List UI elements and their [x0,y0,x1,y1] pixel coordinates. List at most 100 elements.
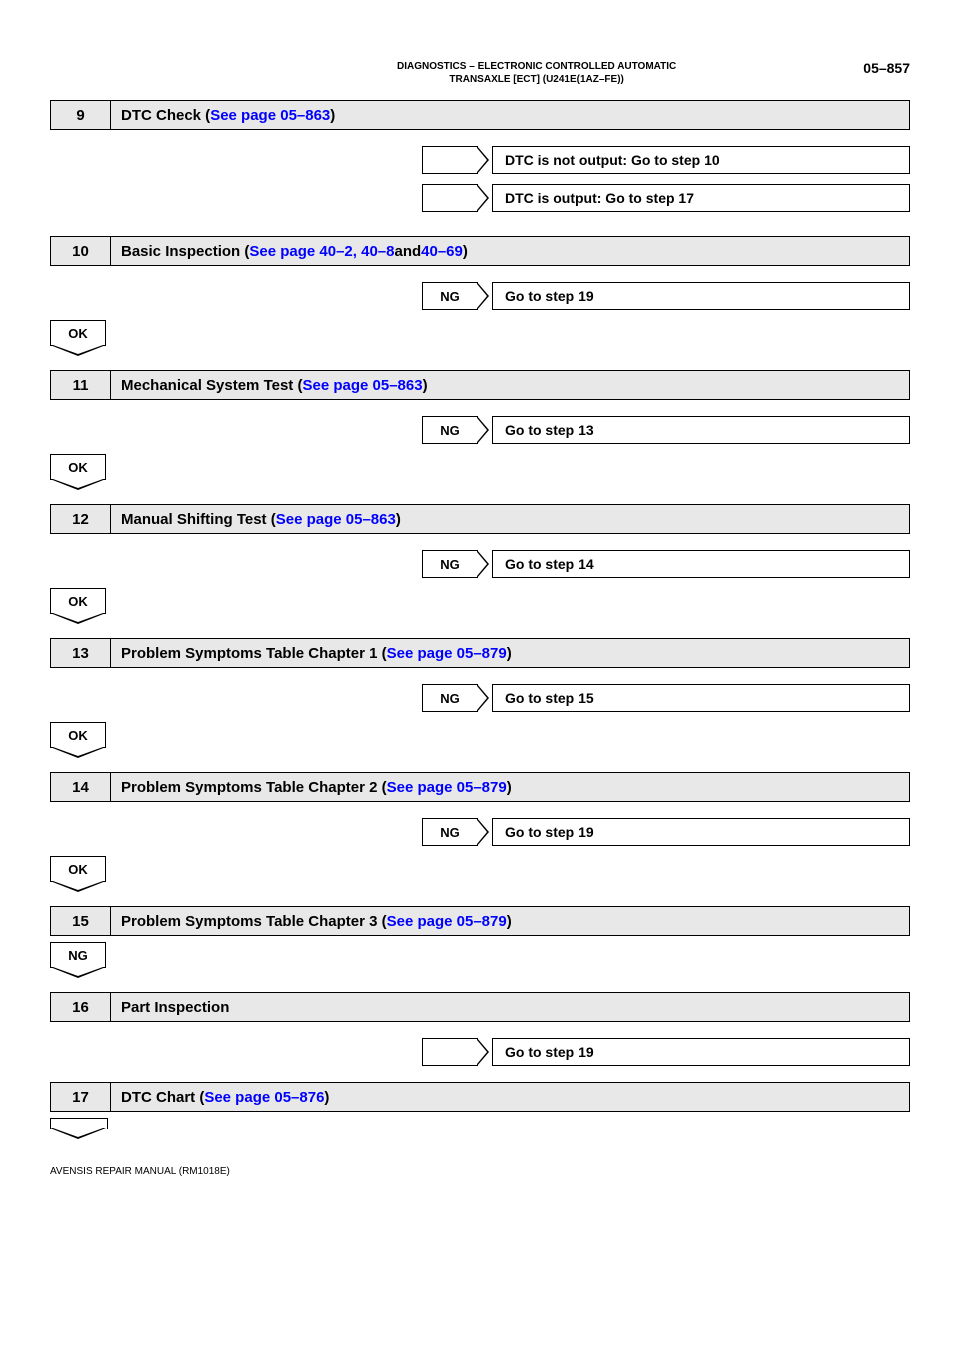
step-title-text: Problem Symptoms Table Chapter 2 ( [121,779,387,796]
arrow-right-icon [422,146,478,174]
step-number: 12 [51,505,111,533]
ng-badge: NG [422,416,478,444]
step-number: 13 [51,639,111,667]
step-row: 10Basic Inspection (See page 40–2, 40–8 … [50,236,910,266]
result-text: DTC is output: Go to step 17 [492,184,910,212]
result-text: Go to step 19 [492,1038,910,1066]
breadcrumb: DIAGNOSTICS – ELECTRONIC CONTROLLED AUTO… [50,60,863,86]
down-badge-row: OK [50,588,910,614]
page-link[interactable]: See page 05–879 [387,913,507,930]
ng-badge: NG [422,282,478,310]
step-title: DTC Chart (See page 05–876) [111,1083,909,1111]
down-badge-row: OK [50,856,910,882]
result-row: NG Go to step 15 [50,684,910,712]
ok-badge: OK [50,856,106,882]
step-title-text: Problem Symptoms Table Chapter 3 ( [121,913,387,930]
step-row: 12Manual Shifting Test (See page 05–863) [50,504,910,534]
step-title-text: Manual Shifting Test ( [121,511,276,528]
ok-badge: OK [50,588,106,614]
step-row: 15Problem Symptoms Table Chapter 3 (See … [50,906,910,936]
result-pair: NG Go to step 14 [422,550,910,578]
down-badge-row: OK [50,722,910,748]
step-title-text: ) [507,645,512,662]
page-link[interactable]: 40–69 [421,243,463,260]
ok-badge: OK [50,454,106,480]
result-pair: DTC is output: Go to step 17 [422,184,910,212]
step-title-text: ) [324,1089,329,1106]
page-link[interactable]: See page 05–863 [302,377,422,394]
result-pair: NG Go to step 19 [422,818,910,846]
result-row: Go to step 19 [50,1038,910,1066]
result-text: Go to step 19 [492,818,910,846]
step-title: Basic Inspection (See page 40–2, 40–8 an… [111,237,909,265]
result-row: NG Go to step 14 [50,550,910,578]
ok-badge: OK [50,722,106,748]
page-link[interactable]: See page 05–879 [387,779,507,796]
step-title: Problem Symptoms Table Chapter 1 (See pa… [111,639,909,667]
ng-badge: NG [422,684,478,712]
footer-text: AVENSIS REPAIR MANUAL (RM1018E) [50,1166,910,1177]
arrow-down-icon [50,1118,106,1136]
step-row: 13Problem Symptoms Table Chapter 1 (See … [50,638,910,668]
page-link[interactable]: See page 05–876 [204,1089,324,1106]
step-title-text: Part Inspection [121,999,229,1016]
page-link[interactable]: See page 05–863 [276,511,396,528]
step-row: 11Mechanical System Test (See page 05–86… [50,370,910,400]
step-title-text: and [394,243,421,260]
result-pair: Go to step 19 [422,1038,910,1066]
ng-badge: NG [422,818,478,846]
result-text: Go to step 13 [492,416,910,444]
step-title-text: Mechanical System Test ( [121,377,302,394]
step-title-text: ) [463,243,468,260]
page-link[interactable]: See page 05–879 [387,645,507,662]
ok-badge: OK [50,320,106,346]
step-title-text: ) [330,107,335,124]
step-title-text: Basic Inspection ( [121,243,249,260]
step-number: 9 [51,101,111,129]
step-number: 16 [51,993,111,1021]
page-link[interactable]: See page 40–2, 40–8 [249,243,394,260]
step-title-text: ) [423,377,428,394]
result-pair: NG Go to step 19 [422,282,910,310]
step-title: Mechanical System Test (See page 05–863) [111,371,909,399]
result-row: NG Go to step 13 [50,416,910,444]
step-title-text: ) [507,779,512,796]
step-number: 17 [51,1083,111,1111]
page-link[interactable]: See page 05–863 [210,107,330,124]
step-row: 9DTC Check (See page 05–863) [50,100,910,130]
result-pair: DTC is not output: Go to step 10 [422,146,910,174]
step-title: Part Inspection [111,993,909,1021]
step-number: 14 [51,773,111,801]
result-row: NG Go to step 19 [50,282,910,310]
result-text: DTC is not output: Go to step 10 [492,146,910,174]
result-pair: NG Go to step 13 [422,416,910,444]
arrow-right-icon [422,1038,478,1066]
result-group: DTC is not output: Go to step 10 DTC is o… [50,146,910,212]
step-title: Problem Symptoms Table Chapter 2 (See pa… [111,773,909,801]
down-badge-row: OK [50,454,910,480]
step-title-text: DTC Chart ( [121,1089,204,1106]
step-title: Problem Symptoms Table Chapter 3 (See pa… [111,907,909,935]
step-title: Manual Shifting Test (See page 05–863) [111,505,909,533]
step-title-text: ) [507,913,512,930]
step-number: 15 [51,907,111,935]
step-title-text: DTC Check ( [121,107,210,124]
result-pair: NG Go to step 15 [422,684,910,712]
result-text: Go to step 19 [492,282,910,310]
down-badge-row: OK [50,320,910,346]
result-text: Go to step 15 [492,684,910,712]
ng-badge: NG [422,550,478,578]
step-title-text: ) [396,511,401,528]
result-text: Go to step 14 [492,550,910,578]
step-number: 10 [51,237,111,265]
step-title-text: Problem Symptoms Table Chapter 1 ( [121,645,387,662]
step-row: 16 Part Inspection [50,992,910,1022]
arrow-right-icon [422,184,478,212]
ng-badge: NG [50,942,106,968]
page-number: 05–857 [863,60,910,76]
step-title: DTC Check (See page 05–863) [111,101,909,129]
down-badge-row: NG [50,942,910,968]
result-row: NG Go to step 19 [50,818,910,846]
step-number: 11 [51,371,111,399]
step-row: 17DTC Chart (See page 05–876) [50,1082,910,1112]
